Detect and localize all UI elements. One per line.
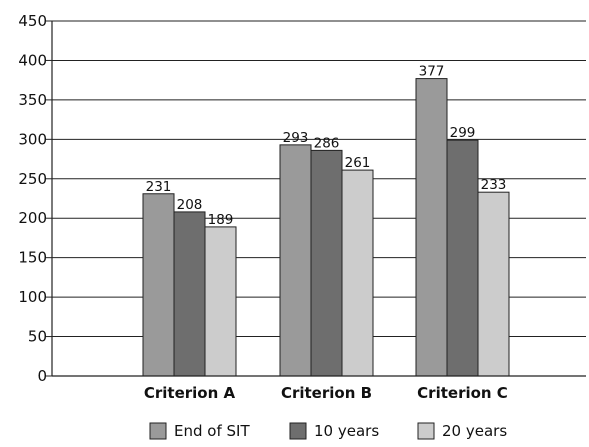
y-tick-label: 150 <box>18 249 47 267</box>
category-label: Criterion B <box>281 384 372 402</box>
y-tick-label: 300 <box>18 130 47 148</box>
data-label: 189 <box>208 212 234 228</box>
bar-criterion-c-10-years <box>446 139 479 377</box>
data-label: 261 <box>345 155 371 171</box>
category-label: Criterion A <box>144 384 236 402</box>
bar-criterion-a-end-of-sit <box>142 193 175 377</box>
data-label: 299 <box>450 125 476 141</box>
axes <box>46 20 586 377</box>
y-tick-label: 250 <box>18 170 47 188</box>
legend-label: 20 years <box>442 422 507 440</box>
y-tick-label: 350 <box>18 91 47 109</box>
data-label: 231 <box>146 179 172 195</box>
data-label: 233 <box>481 177 507 193</box>
y-tick-label: 0 <box>37 367 47 385</box>
y-tick-label: 50 <box>28 328 47 346</box>
category-label: Criterion C <box>417 384 508 402</box>
y-tick-label: 450 <box>18 12 47 30</box>
y-tick-label: 100 <box>18 288 47 306</box>
y-tick-label: 200 <box>18 209 47 227</box>
bar-criterion-b-10-years <box>310 149 343 377</box>
bar-criterion-a-10-years <box>173 211 206 377</box>
bar-criterion-b-end-of-sit <box>279 144 312 377</box>
legend-swatch <box>149 422 167 440</box>
bar-criterion-c-20-years <box>477 191 510 377</box>
bar-criterion-a-20-years <box>204 226 237 377</box>
data-label: 286 <box>314 135 340 151</box>
bars <box>142 78 510 377</box>
data-label: 377 <box>419 64 445 80</box>
bar-criterion-b-20-years <box>341 169 374 377</box>
legend-label: End of SIT <box>174 422 250 440</box>
labels: 0 50 100 150 200 250 300 350 400 450 231 208 189 Crit… <box>18 12 507 402</box>
legend: End of SIT 10 years 20 years <box>149 422 507 440</box>
bar-criterion-c-end-of-sit <box>415 78 448 377</box>
legend-swatch <box>289 422 307 440</box>
data-label: 293 <box>283 130 309 146</box>
data-label: 208 <box>177 197 203 213</box>
legend-label: 10 years <box>314 422 379 440</box>
legend-swatch <box>417 422 435 440</box>
y-tick-label: 400 <box>18 51 47 69</box>
